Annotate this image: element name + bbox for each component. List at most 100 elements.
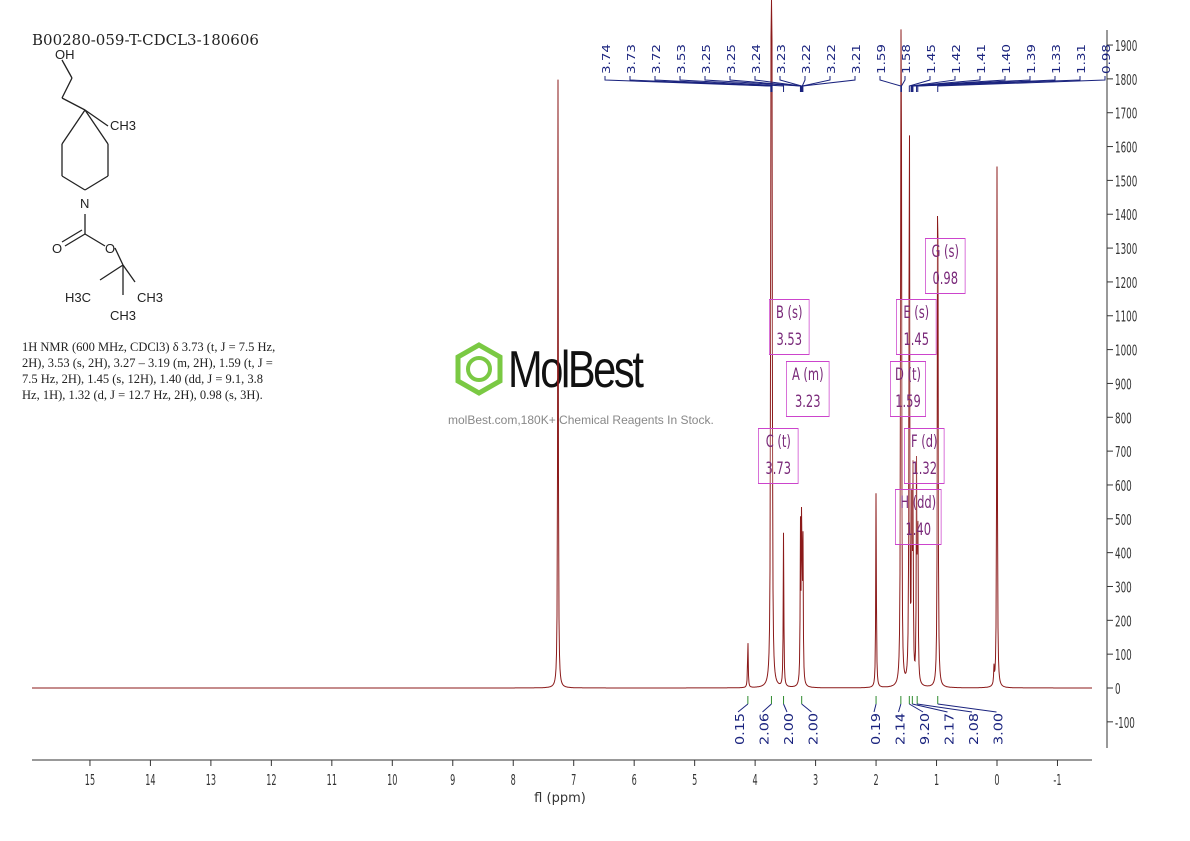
peak-label: 1.59 <box>876 44 888 74</box>
y-tick-label: 0 <box>1115 680 1121 698</box>
x-tick-label: 7 <box>571 772 576 789</box>
y-tick-label: 1000 <box>1115 341 1137 359</box>
multiplet-label: C (t) <box>765 432 791 452</box>
peak-label-connector <box>802 76 856 92</box>
peak-label: 1.42 <box>951 44 963 74</box>
multiplet-shift: 1.45 <box>903 330 930 350</box>
x-tick-label: 4 <box>753 772 758 789</box>
integral-value: 0.19 <box>870 713 884 745</box>
peak-label-connector <box>911 76 981 92</box>
multiplet-box: G (s) 0.98 <box>925 238 966 294</box>
multiplet-label: B (s) <box>776 303 803 323</box>
multiplet-label: D (t) <box>895 365 921 385</box>
multiplet-label: F (d) <box>911 432 938 452</box>
o-carbonyl-label: O <box>52 241 62 256</box>
multiplet-box: E (s) 1.45 <box>896 299 937 355</box>
ch3b-label: CH3 <box>137 290 163 305</box>
x-tick-label: 13 <box>206 772 216 789</box>
peak-label: 3.22 <box>801 44 813 74</box>
x-tick-label: 2 <box>873 772 878 789</box>
peak-label: 3.74 <box>601 44 613 74</box>
multiplet-shift: 3.53 <box>776 330 803 350</box>
x-tick-label: 6 <box>632 772 637 789</box>
peak-label: 1.45 <box>926 44 938 74</box>
peak-label: 1.39 <box>1026 44 1038 74</box>
x-tick-label: 15 <box>85 772 95 789</box>
peak-label-connector <box>900 76 906 92</box>
n-label: N <box>80 196 89 211</box>
spectrum-title: B00280-059-T-CDCL3-180606 <box>32 31 259 49</box>
peak-label-connector <box>910 76 956 92</box>
multiplet-label: G (s) <box>931 242 959 262</box>
peak-label-connector <box>754 76 802 92</box>
y-tick-label: 200 <box>1115 612 1132 630</box>
integral-value: 3.00 <box>992 713 1006 745</box>
y-tick-label: -100 <box>1115 714 1135 732</box>
integral-connector <box>937 703 997 713</box>
x-axis-label: fl (ppm) <box>534 791 586 806</box>
integral-value: 9.20 <box>919 713 933 745</box>
multiplet-label: E (s) <box>903 303 930 323</box>
integral-connector <box>873 703 877 713</box>
watermark-text: molBest.com,180K+ Chemical Reagents In S… <box>448 413 714 427</box>
peak-label-connector <box>911 76 1006 92</box>
x-tick-label: 9 <box>450 772 455 789</box>
peak-label: 1.31 <box>1076 44 1088 74</box>
integral-connector <box>783 703 788 713</box>
peak-label-connector <box>912 76 1031 92</box>
integral-value: 2.00 <box>783 713 797 745</box>
peak-label-connector <box>629 76 772 92</box>
x-tick-label: -1 <box>1053 772 1061 789</box>
peak-label: 3.21 <box>851 44 863 74</box>
integral-connector <box>737 703 749 713</box>
y-tick-label: 500 <box>1115 511 1132 529</box>
y-tick-label: 700 <box>1115 443 1132 461</box>
peak-label-connector <box>729 76 801 92</box>
x-tick-label: 8 <box>511 772 516 789</box>
oh-label: OH <box>55 50 75 62</box>
x-tick-label: 14 <box>145 772 155 789</box>
peak-label: 0.98 <box>1101 44 1113 74</box>
peak-label: 3.22 <box>826 44 838 74</box>
peak-label: 3.53 <box>676 44 688 74</box>
x-tick-label: 11 <box>327 772 337 789</box>
integral-connector <box>912 703 948 713</box>
integral-value: 2.17 <box>943 713 957 745</box>
y-tick-label: 1400 <box>1115 206 1137 224</box>
integral-value: 0.15 <box>734 713 748 745</box>
peak-label: 3.25 <box>701 44 713 74</box>
integral-connector <box>898 703 902 713</box>
integral-connector <box>801 703 812 713</box>
y-tick-label: 1900 <box>1115 37 1137 55</box>
multiplet-box: H (dd) 1.40 <box>895 489 942 545</box>
y-tick-label: 800 <box>1115 409 1132 427</box>
y-tick-label: 1600 <box>1115 138 1137 156</box>
y-tick-label: 600 <box>1115 477 1132 495</box>
multiplet-box: F (d) 1.32 <box>904 428 945 484</box>
integral-value: 2.06 <box>758 713 772 745</box>
peak-label-connector <box>604 76 772 92</box>
peak-label-connector <box>937 76 1106 92</box>
multiplet-box: C (t) 3.73 <box>758 428 799 484</box>
integral-connector <box>909 703 924 713</box>
peak-label-connector <box>917 76 1081 92</box>
y-tick-label: 400 <box>1115 544 1132 562</box>
multiplet-label: H (dd) <box>900 493 937 513</box>
multiplet-shift: 1.40 <box>905 520 932 540</box>
y-tick-label: 1300 <box>1115 240 1137 258</box>
multiplet-box: D (t) 1.59 <box>890 361 926 417</box>
x-tick-label: 5 <box>692 772 697 789</box>
multiplet-shift: 3.73 <box>765 459 792 479</box>
x-tick-label: 1 <box>934 772 939 789</box>
integral-value: 2.00 <box>807 713 821 745</box>
peak-label: 3.72 <box>651 44 663 74</box>
y-tick-label: 100 <box>1115 646 1132 664</box>
multiplet-shift: 1.59 <box>895 392 921 412</box>
multiplet-shift: 0.98 <box>932 269 959 289</box>
x-tick-label: 12 <box>266 772 276 789</box>
peak-label: 1.33 <box>1051 44 1063 74</box>
chemical-structure: OH CH3 N O O H3C CH3 CH3 <box>52 50 163 323</box>
peak-label-connector <box>779 76 803 92</box>
x-tick-label: 0 <box>994 772 999 789</box>
integral-connector <box>917 703 973 713</box>
